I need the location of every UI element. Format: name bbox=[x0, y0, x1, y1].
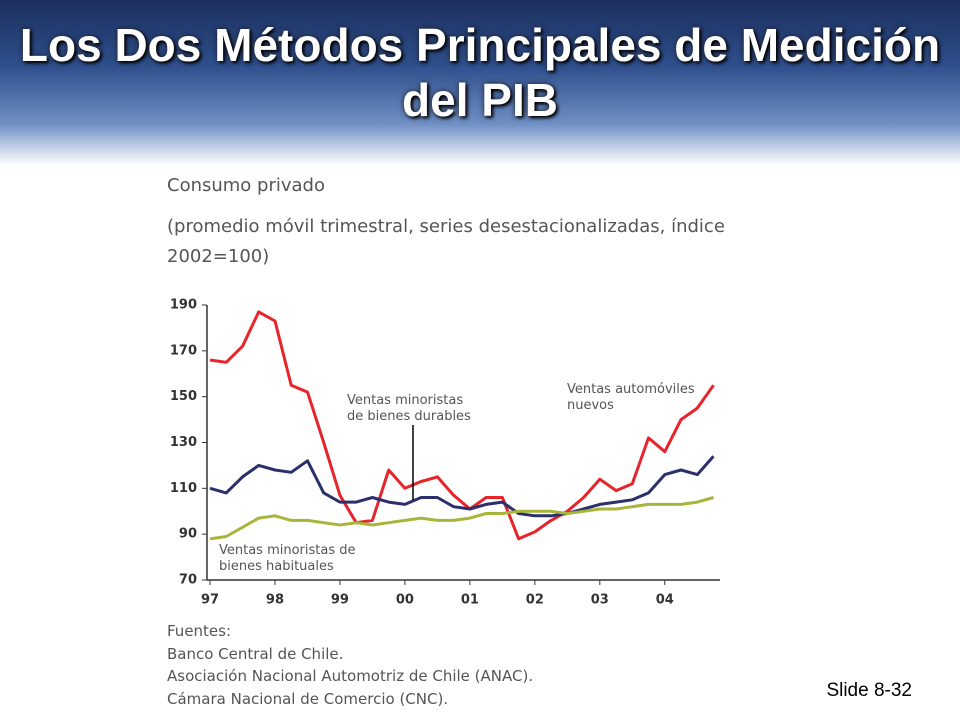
x-tick-label: 01 bbox=[461, 593, 479, 608]
x-tick-label: 97 bbox=[201, 593, 219, 608]
annotation: Ventas automóviles nuevos bbox=[567, 382, 695, 413]
annotation: Ventas minoristas de bienes habituales bbox=[219, 543, 356, 574]
annotation-line: Ventas minoristas bbox=[347, 393, 463, 408]
annotation-line: nuevos bbox=[567, 398, 614, 413]
y-tick-label: 150 bbox=[170, 389, 197, 404]
x-tick-label: 02 bbox=[526, 593, 544, 608]
source-item: Cámara Nacional de Comercio (CNC). bbox=[167, 689, 449, 708]
header-band bbox=[0, 0, 960, 165]
x-tick-label: 00 bbox=[396, 593, 414, 608]
chart-subtitle: (promedio móvil trimestral, series deses… bbox=[167, 216, 725, 267]
annotation-line: Ventas minoristas de bbox=[219, 543, 356, 558]
source-item: Asociación Nacional Automotriz de Chile … bbox=[167, 667, 534, 685]
slide-number: Slide 8-32 bbox=[826, 680, 912, 701]
annotation-line: bienes habituales bbox=[219, 559, 334, 574]
chart-title: Consumo privado bbox=[167, 175, 325, 196]
y-tick-label: 190 bbox=[170, 298, 197, 313]
y-tick-label: 130 bbox=[170, 435, 197, 450]
annotation-line: Ventas automóviles bbox=[567, 382, 695, 397]
sources-title: Fuentes: bbox=[167, 622, 232, 640]
x-tick-label: 04 bbox=[656, 593, 674, 608]
y-tick-label: 110 bbox=[170, 481, 197, 496]
series-line bbox=[209, 455, 715, 518]
sources: Fuentes: Banco Central de Chile. Asociaci… bbox=[167, 620, 533, 710]
annotation: Ventas minoristas de bienes durables bbox=[347, 393, 471, 424]
y-tick-label: 90 bbox=[179, 527, 197, 542]
y-tick-label: 170 bbox=[170, 343, 197, 358]
source-item: Banco Central de Chile. bbox=[167, 644, 344, 663]
x-tick-label: 99 bbox=[331, 593, 349, 608]
x-tick-label: 03 bbox=[591, 593, 609, 608]
x-tick-label: 98 bbox=[266, 593, 284, 608]
slide-title: Los Dos Métodos Principales de Medición … bbox=[19, 19, 941, 126]
series-line bbox=[209, 496, 714, 541]
series-line bbox=[209, 310, 715, 541]
annotation-line: de bienes durables bbox=[347, 409, 471, 424]
y-tick-label: 70 bbox=[179, 573, 197, 588]
